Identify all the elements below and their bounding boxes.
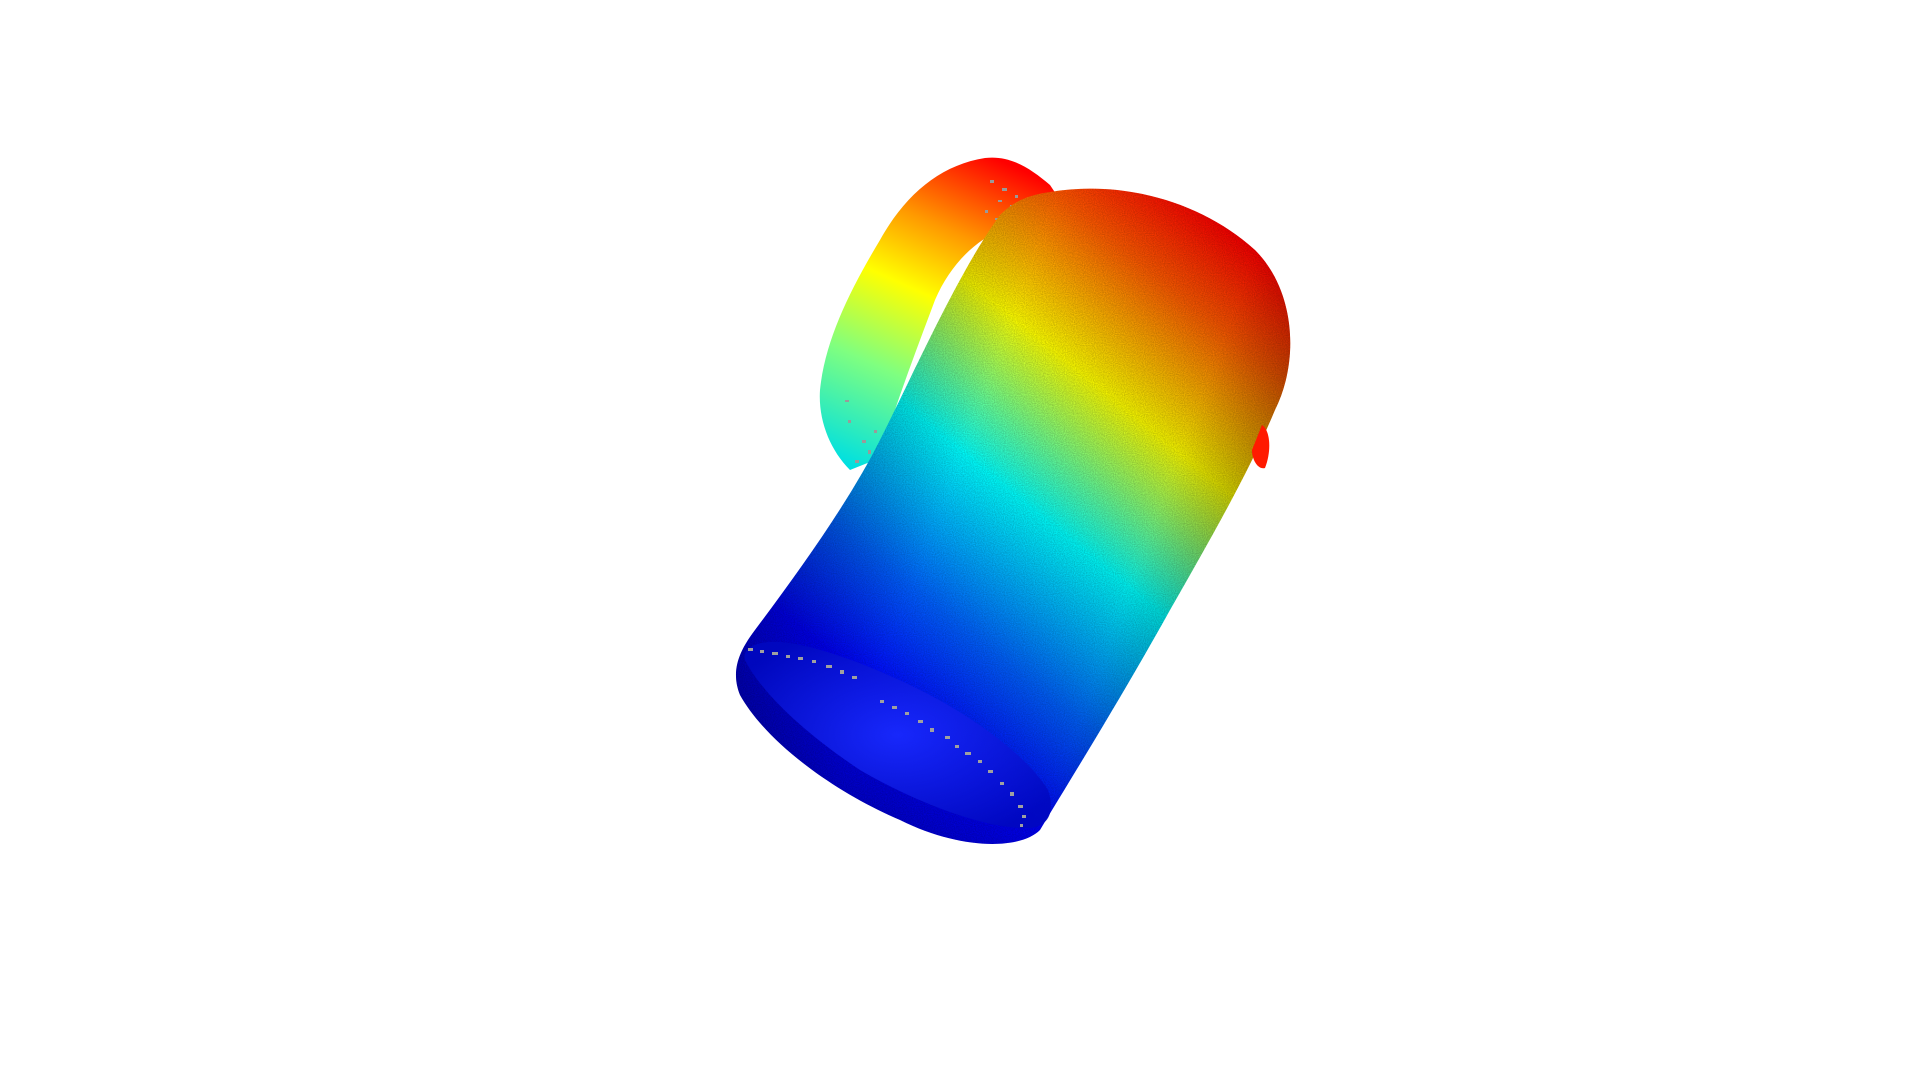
mug-open-end xyxy=(744,641,1051,829)
mug-body xyxy=(735,188,1291,844)
